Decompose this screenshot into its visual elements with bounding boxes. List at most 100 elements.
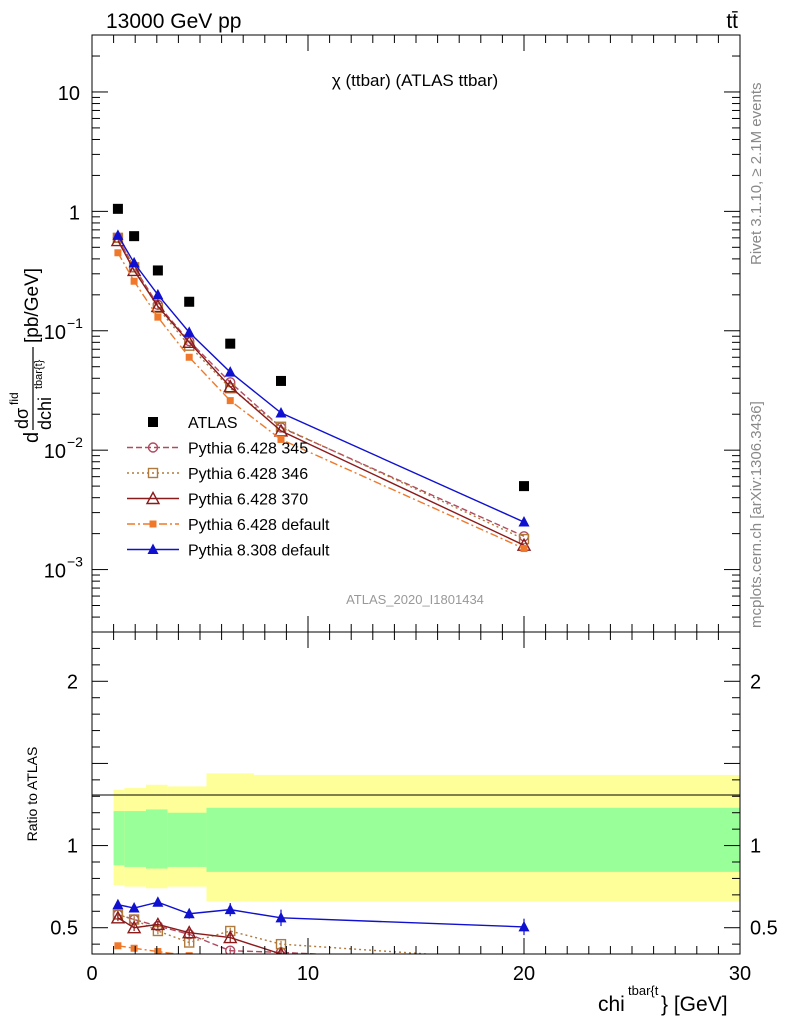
data-point: [185, 353, 193, 361]
ratio-point: [114, 942, 122, 950]
series-line: [117, 252, 525, 550]
series-line: [117, 237, 525, 540]
mcplots-label: mcplots.cern.ch [arXiv:1306.3436]: [748, 401, 765, 628]
ratio-point: [275, 911, 287, 923]
y-tick-label: 10: [44, 561, 66, 583]
series-pythia-6-428-345: [112, 232, 530, 542]
data-point: [126, 262, 142, 277]
legend-label: Pythia 6.428 370: [188, 492, 308, 509]
ratio-y-axis-label: Ratio to ATLAS: [24, 747, 40, 842]
ratio-point: [278, 957, 285, 964]
data-point: [275, 406, 287, 418]
x-tick-label: 0: [86, 963, 97, 985]
legend-item-pythia-8-308-default: Pythia 8.308 default: [127, 543, 330, 560]
data-point: [182, 334, 197, 349]
legend: ATLAS Pythia 6.428 345 Pythia 6.428 346 Pyt…: [127, 415, 330, 560]
main-x-ticks: [113, 35, 719, 632]
ratio-point: [223, 930, 238, 944]
uncertainty-band-stat: [146, 809, 168, 869]
legend-marker: [147, 442, 159, 453]
series-pythia-6-428-default: [114, 249, 528, 553]
ratio-point: [518, 920, 530, 932]
rivet-label: Rivet 3.1.10, ≥ 2.1M events: [748, 83, 765, 266]
ratio-y-tick-label: 0.5: [50, 918, 78, 940]
y-tick-label: 1: [69, 202, 80, 224]
data-point: [519, 481, 529, 492]
ratio-point: [185, 952, 193, 954]
ratio-point: [112, 898, 124, 910]
series-pythia-8-308-default: [112, 229, 530, 527]
ratio-point: [225, 945, 236, 954]
ratio-point: [128, 914, 140, 925]
data-point: [114, 249, 122, 257]
legend-label: Pythia 6.428 default: [188, 517, 330, 534]
ratio-y-tick-label: 2: [67, 671, 78, 693]
uncertainty-band-stat: [206, 807, 254, 872]
main-plot-area: [110, 203, 532, 553]
y-tick-label-exp: −3: [67, 554, 83, 570]
data-point: [224, 366, 236, 377]
legend-label: ATLAS: [188, 415, 238, 432]
series-line: [117, 240, 525, 546]
ratio-point: [183, 907, 195, 919]
legend-marker: [147, 467, 159, 479]
ratio-y-ticks: 0.5 0.5 1 1 2 2: [50, 647, 778, 945]
data-point: [276, 375, 286, 386]
series-pythia-6-428-346: [112, 232, 530, 545]
analysis-tag: ATLAS_2020_I1801434: [346, 592, 484, 607]
y-tick-label: 10: [44, 441, 66, 463]
ratio-y-tick-label-right: 2: [750, 671, 761, 693]
ratio-x-ticks: 0 10 20 30: [86, 632, 751, 985]
y-tick-label-exp: −2: [67, 434, 83, 450]
ratio-series-pythia-8-308-default: [112, 896, 530, 936]
legend-item-pythia-6-428-346: Pythia 6.428 346: [127, 466, 308, 483]
series-atlas: [112, 203, 529, 492]
legend-marker: [147, 543, 159, 554]
ratio-point: [224, 903, 236, 915]
main-title: χ (ttbar) (ATLAS ttbar): [332, 71, 498, 90]
x-tick-label: 10: [297, 963, 319, 985]
legend-item-atlas: ATLAS: [148, 415, 238, 432]
data-point: [112, 229, 124, 240]
ratio-panel: 0 10 20 30 0.5 0.5 1 1 2 2 Ratio to ATLAS chi tb…: [24, 631, 778, 1016]
data-point: [184, 296, 195, 307]
ratio-point: [126, 920, 142, 934]
ratio-series-pythia-6-428-346: [112, 909, 438, 954]
data-point: [518, 516, 530, 527]
legend-label: Pythia 6.428 345: [188, 441, 308, 458]
data-point: [112, 203, 123, 214]
ratio-y-tick-label-right: 0.5: [750, 918, 778, 940]
x-label-tail: } [GeV]: [661, 993, 728, 1016]
data-point: [152, 265, 163, 276]
legend-marker: [145, 491, 161, 505]
data-point: [518, 533, 530, 545]
y-label-numerator: dσ: [12, 408, 32, 429]
y-tick-label: 10: [44, 322, 66, 344]
data-point: [273, 423, 289, 437]
data-point: [150, 298, 166, 313]
data-point: [226, 397, 234, 405]
ratio-bands: [113, 773, 740, 902]
series-line: [117, 237, 525, 537]
data-point: [223, 379, 238, 393]
data-point: [130, 277, 138, 285]
ratio-point: [152, 896, 164, 907]
y-label-numerator-sup: fid: [7, 392, 21, 405]
ratio-point: [182, 925, 197, 939]
ratio-series-pythia-6-428-370: [110, 910, 525, 954]
x-label-sup: tbar{t: [628, 983, 659, 998]
y-label-d: d: [21, 432, 43, 443]
ratio-y-tick-label: 1: [67, 836, 78, 858]
data-point: [129, 231, 140, 242]
x-tick-label: 30: [729, 963, 751, 985]
ratio-series: [110, 896, 530, 964]
y-label-denominator-sup: tbar{t}: [33, 359, 45, 389]
ratio-plot-area: [110, 896, 530, 964]
data-point: [154, 313, 162, 321]
data-point: [520, 545, 528, 553]
uncertainty-band-stat: [124, 811, 146, 867]
ratio-point: [110, 910, 126, 924]
ratio-point: [154, 948, 162, 954]
